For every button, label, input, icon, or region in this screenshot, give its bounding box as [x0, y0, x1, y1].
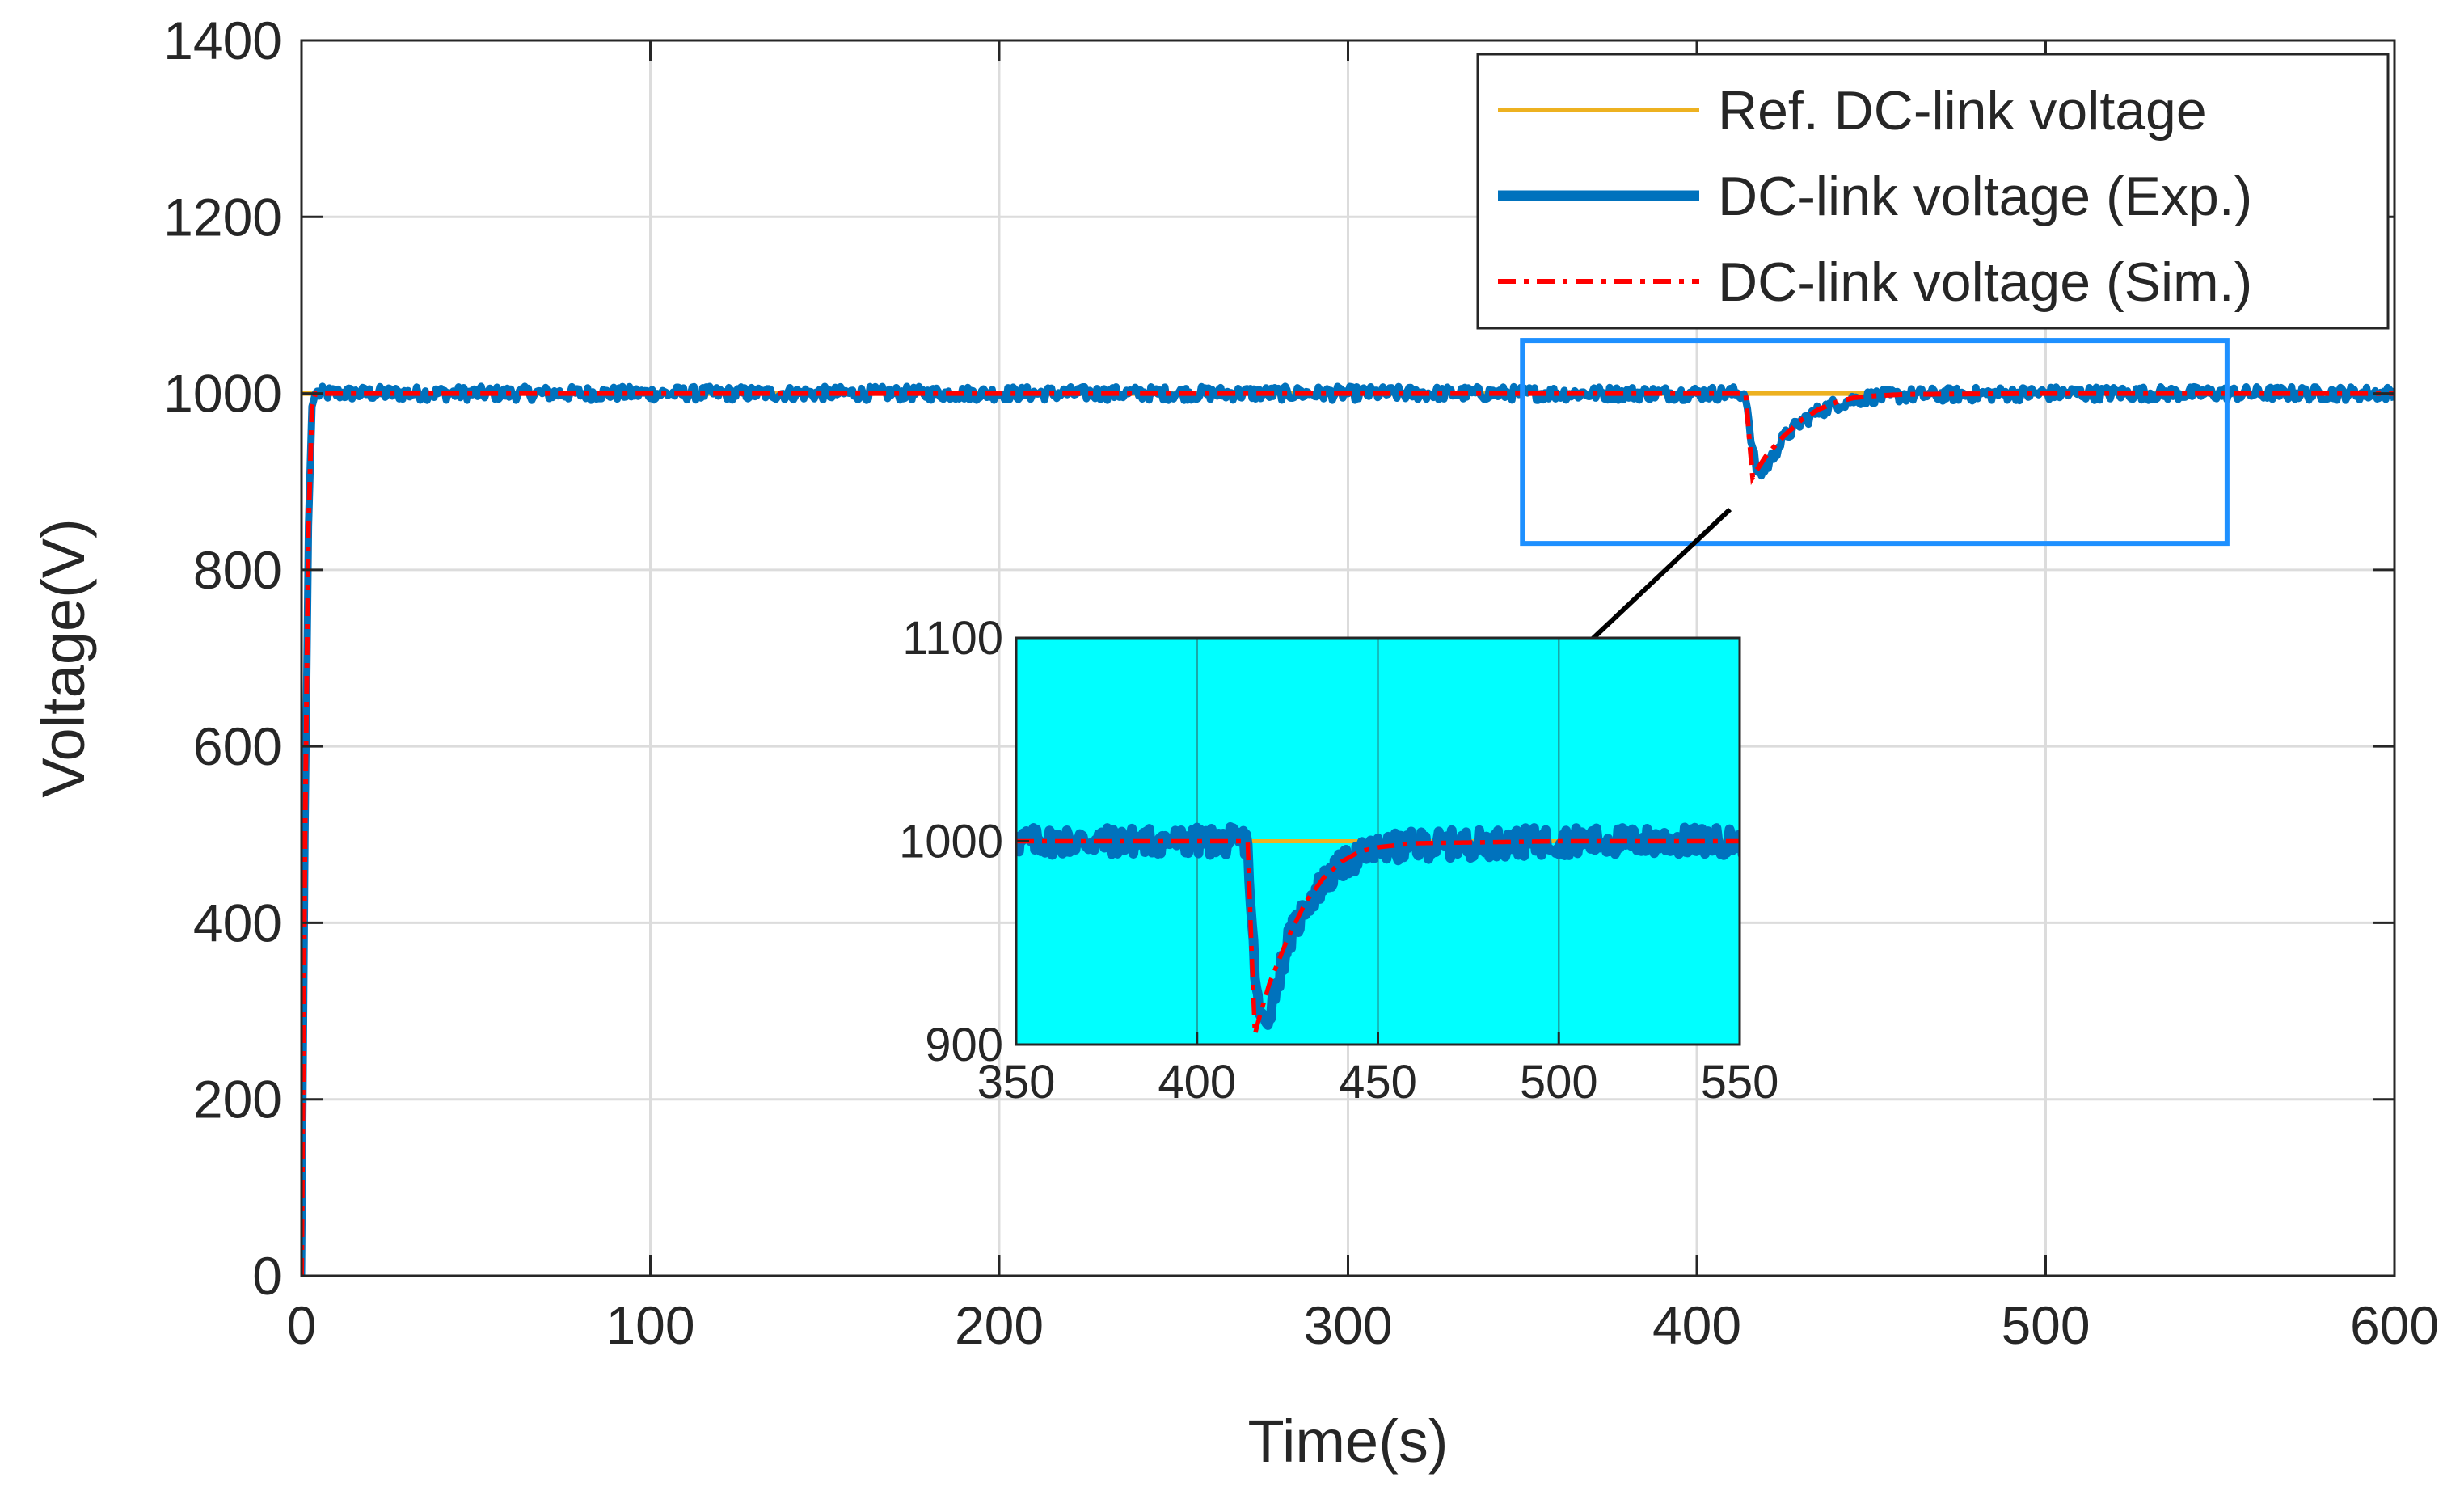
- inset-x-tick-label: 500: [1520, 1056, 1598, 1108]
- inset-x-tick-label: 450: [1339, 1056, 1417, 1108]
- inset-y-tick-label: 1000: [899, 816, 1003, 868]
- inset-axes: 350 400 450 500 550 900 1000 1100: [899, 612, 1778, 1108]
- y-tick-label: 0: [252, 1246, 282, 1306]
- main-series-group: [302, 382, 2394, 1277]
- inset-y-tick-label: 900: [925, 1019, 1003, 1071]
- x-tick-label: 600: [2350, 1295, 2439, 1355]
- inset-ticks: 350 400 450 500 550 900 1000 1100: [899, 612, 1778, 1108]
- y-tick-label: 400: [193, 893, 282, 952]
- legend-label: DC-link voltage (Exp.): [1718, 166, 2252, 227]
- y-tick-label: 600: [193, 716, 282, 776]
- x-tick-label: 0: [287, 1295, 317, 1355]
- y-tick-label: 1200: [163, 187, 282, 247]
- y-tick-label: 1000: [163, 364, 282, 424]
- zoom-region-box: [1520, 338, 2230, 547]
- x-tick-label: 200: [955, 1295, 1044, 1355]
- inset-x-tick-label: 350: [977, 1056, 1056, 1108]
- x-axis-label: Time(s): [1248, 1408, 1449, 1475]
- inset-series-sim-line: [1016, 838, 1740, 1036]
- series-sim-dc-link-line: [302, 391, 2394, 1277]
- y-tick-label: 1400: [163, 11, 282, 70]
- y-axis-label: Voltage(V): [30, 518, 97, 798]
- y-tick-label: 800: [193, 540, 282, 600]
- legend: Ref. DC-link voltage DC-link voltage (Exp…: [1476, 53, 2390, 330]
- legend-label: DC-link voltage (Sim.): [1718, 251, 2252, 313]
- x-tick-label: 300: [1303, 1295, 1392, 1355]
- x-tick-label: 100: [605, 1295, 694, 1355]
- x-tick-label: 500: [2001, 1295, 2090, 1355]
- inset-x-tick-label: 400: [1158, 1056, 1236, 1108]
- y-tick-label: 200: [193, 1070, 282, 1129]
- main-ticks: 0 100 200 300 400 500 600 0 200 400 600 800 1000 1200…: [163, 11, 2439, 1355]
- inset-series-group: [1016, 821, 1740, 1036]
- inset-x-tick-label: 550: [1701, 1056, 1779, 1108]
- inset-y-tick-label: 1100: [902, 612, 1003, 665]
- x-tick-label: 400: [1652, 1295, 1741, 1355]
- legend-label: Ref. DC-link voltage: [1718, 80, 2207, 141]
